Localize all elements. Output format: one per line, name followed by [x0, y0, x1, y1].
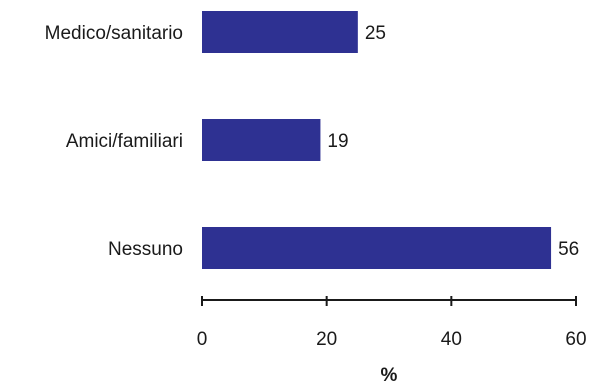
- bar-2: [202, 227, 552, 269]
- value-label-1: 19: [327, 131, 348, 152]
- x-tick-label-2: 40: [441, 329, 462, 350]
- bar-0: [202, 11, 358, 53]
- category-labels: Medico/sanitario Amici/familiari Nessuno: [45, 23, 183, 260]
- x-tick-label-1: 20: [316, 329, 337, 350]
- value-label-0: 25: [365, 23, 386, 44]
- bar-1: [202, 119, 321, 161]
- value-labels: 25 19 56: [327, 23, 579, 260]
- x-tick-label-0: 0: [197, 329, 208, 350]
- category-label-0: Medico/sanitario: [45, 23, 183, 44]
- x-axis-title: %: [381, 365, 398, 384]
- x-axis-ticks: 0 20 40 60: [197, 296, 587, 350]
- bars-layer: [202, 11, 552, 269]
- category-label-1: Amici/familiari: [66, 131, 183, 152]
- x-tick-label-3: 60: [565, 329, 586, 350]
- category-label-2: Nessuno: [108, 239, 183, 260]
- value-label-2: 56: [558, 239, 579, 260]
